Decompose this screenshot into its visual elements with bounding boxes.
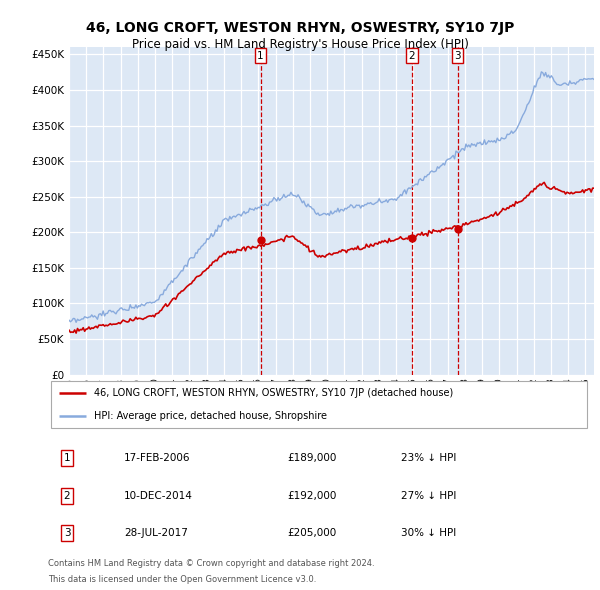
- Text: £189,000: £189,000: [287, 453, 336, 463]
- Text: This data is licensed under the Open Government Licence v3.0.: This data is licensed under the Open Gov…: [48, 575, 316, 584]
- Text: 46, LONG CROFT, WESTON RHYN, OSWESTRY, SY10 7JP (detached house): 46, LONG CROFT, WESTON RHYN, OSWESTRY, S…: [94, 388, 454, 398]
- Text: Contains HM Land Registry data © Crown copyright and database right 2024.: Contains HM Land Registry data © Crown c…: [48, 559, 374, 568]
- Text: 23% ↓ HPI: 23% ↓ HPI: [401, 453, 457, 463]
- Text: 28-JUL-2017: 28-JUL-2017: [124, 529, 188, 538]
- Text: 3: 3: [64, 529, 70, 538]
- Text: 10-DEC-2014: 10-DEC-2014: [124, 491, 193, 500]
- Text: 3: 3: [454, 51, 461, 61]
- Text: 2: 2: [64, 491, 70, 500]
- Text: 46, LONG CROFT, WESTON RHYN, OSWESTRY, SY10 7JP: 46, LONG CROFT, WESTON RHYN, OSWESTRY, S…: [86, 21, 514, 35]
- Text: 1: 1: [257, 51, 264, 61]
- Text: 2: 2: [409, 51, 415, 61]
- FancyBboxPatch shape: [51, 381, 587, 428]
- Text: £192,000: £192,000: [287, 491, 336, 500]
- Text: Price paid vs. HM Land Registry's House Price Index (HPI): Price paid vs. HM Land Registry's House …: [131, 38, 469, 51]
- Text: £205,000: £205,000: [287, 529, 336, 538]
- Text: 27% ↓ HPI: 27% ↓ HPI: [401, 491, 457, 500]
- Text: 30% ↓ HPI: 30% ↓ HPI: [401, 529, 456, 538]
- Text: 17-FEB-2006: 17-FEB-2006: [124, 453, 191, 463]
- Text: HPI: Average price, detached house, Shropshire: HPI: Average price, detached house, Shro…: [94, 411, 327, 421]
- Text: 1: 1: [64, 453, 70, 463]
